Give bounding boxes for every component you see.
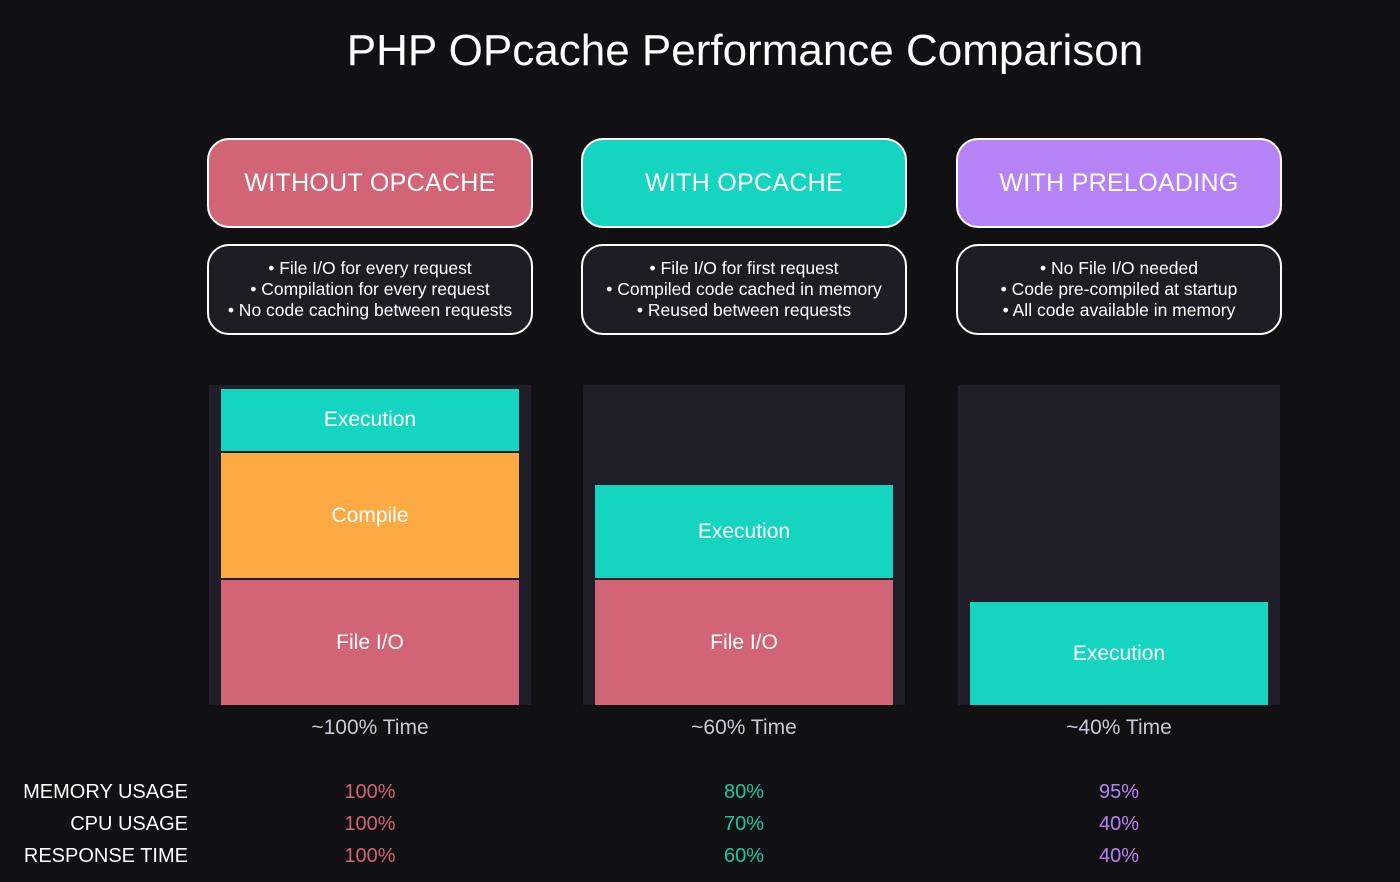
metric-value: 95%	[1098, 781, 1140, 803]
time-label-with-preloading: ~40% Time	[1066, 716, 1172, 739]
description-without-opcache: • File I/O for every request • Compilati…	[207, 244, 533, 335]
bar-segment-execution: Execution	[970, 602, 1268, 705]
bullet: • Compilation for every request	[250, 279, 490, 299]
metric-value: 60%	[723, 845, 765, 867]
bar-segment-file-i-o: File I/O	[221, 580, 519, 705]
metric-value: 40%	[1098, 845, 1140, 867]
bar-with-opcache: File I/O Execution	[583, 385, 905, 705]
metric-value: 100%	[344, 845, 396, 867]
metric-value: 70%	[723, 813, 765, 835]
header-without-opcache: WITHOUT OPCACHE	[207, 138, 533, 228]
bullet: • Reused between requests	[636, 300, 852, 320]
bullet: • File I/O for first request	[649, 258, 839, 278]
metric-label-memory: MEMORY USAGE	[23, 781, 188, 803]
bar-segment-compile: Compile	[221, 453, 519, 578]
bar-segment-execution: Execution	[595, 485, 893, 578]
metric-label-cpu: CPU USAGE	[70, 813, 188, 835]
description-with-opcache: • File I/O for first request • Compiled …	[581, 244, 907, 335]
bar-without-opcache: File I/O Compile Execution	[209, 385, 531, 705]
header-with-opcache: WITH OPCACHE	[581, 138, 907, 228]
metric-value: 100%	[344, 813, 396, 835]
time-label-with-opcache: ~60% Time	[691, 716, 797, 739]
bar-segment-file-i-o: File I/O	[595, 580, 893, 705]
bullet: • No File I/O needed	[1040, 258, 1198, 278]
metric-value: 100%	[344, 781, 396, 803]
bar-segment-execution: Execution	[221, 389, 519, 451]
metric-value: 80%	[723, 781, 765, 803]
bullet: • All code available in memory	[1002, 300, 1236, 320]
bar-with-preloading: Execution	[958, 385, 1280, 705]
bullet: • No code caching between requests	[227, 300, 513, 320]
bullet: • Compiled code cached in memory	[606, 279, 882, 299]
bullet: • Code pre-compiled at startup	[1000, 279, 1238, 299]
metric-label-response: RESPONSE TIME	[23, 845, 188, 867]
metric-value: 40%	[1098, 813, 1140, 835]
header-with-preloading: WITH PRELOADING	[956, 138, 1282, 228]
description-with-preloading: • No File I/O needed • Code pre-compiled…	[956, 244, 1282, 335]
bullet: • File I/O for every request	[268, 258, 472, 278]
page-title: PHP OPcache Performance Comparison	[346, 26, 1144, 75]
time-label-without-opcache: ~100% Time	[311, 716, 429, 739]
